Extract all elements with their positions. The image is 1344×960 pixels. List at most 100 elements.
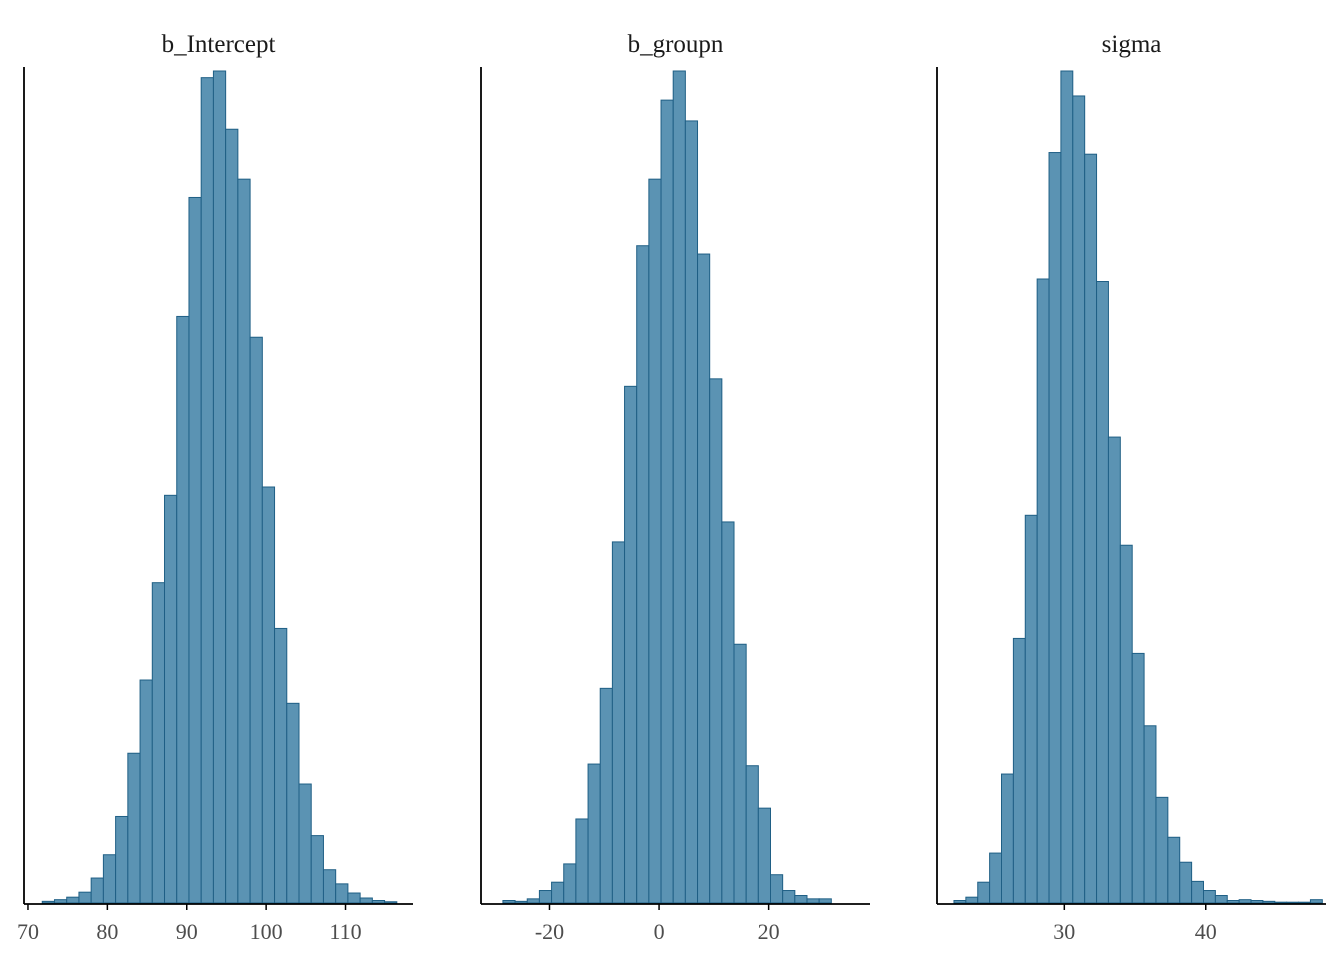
histogram-bar bbox=[286, 702, 300, 904]
histogram-bar bbox=[977, 881, 991, 904]
histogram-bar bbox=[757, 807, 772, 904]
histogram-bar bbox=[648, 178, 662, 904]
histogram-bar bbox=[624, 385, 638, 904]
histogram-bar bbox=[359, 897, 373, 904]
histogram-bar bbox=[636, 245, 650, 904]
histogram-bar bbox=[1119, 544, 1133, 904]
histogram-bar bbox=[1060, 70, 1074, 904]
histogram-bar bbox=[953, 900, 967, 904]
histogram-bar bbox=[139, 679, 153, 904]
histogram-bar bbox=[563, 863, 577, 904]
histogram-bar bbox=[1107, 436, 1121, 904]
histogram-bar bbox=[322, 869, 337, 904]
x-tick-label: -20 bbox=[535, 919, 564, 944]
histogram-bar bbox=[1298, 901, 1311, 904]
histogram-bar bbox=[551, 881, 565, 904]
x-tick-label: 0 bbox=[654, 919, 665, 944]
histogram-bar bbox=[526, 898, 540, 904]
histogram-bar bbox=[274, 627, 288, 904]
histogram-bar bbox=[261, 486, 276, 904]
histogram-bar bbox=[806, 898, 820, 904]
histogram-bar bbox=[599, 687, 613, 904]
panel-title: b_Intercept bbox=[162, 31, 276, 58]
histogram-bar bbox=[249, 336, 263, 904]
histogram-bar bbox=[1179, 861, 1193, 904]
histogram-bar bbox=[660, 99, 674, 904]
histogram-bar bbox=[102, 854, 117, 904]
histogram-bar bbox=[1226, 900, 1240, 904]
histogram-bar bbox=[78, 891, 92, 904]
x-tick-label: 100 bbox=[250, 919, 283, 944]
histogram-bar bbox=[1143, 725, 1157, 904]
histogram-bar bbox=[721, 521, 735, 904]
x-tick-label: 40 bbox=[1195, 919, 1217, 944]
histogram-bar bbox=[1096, 281, 1109, 904]
histogram-bar bbox=[176, 315, 190, 904]
histogram-bar bbox=[200, 77, 214, 904]
histogram-bar bbox=[697, 253, 711, 904]
histogram-bar bbox=[1001, 773, 1014, 904]
histogram-bar bbox=[782, 890, 796, 904]
histogram-bar bbox=[818, 898, 832, 904]
histogram-bar bbox=[310, 835, 324, 904]
panel-title: sigma bbox=[1102, 31, 1162, 58]
histogram-bar bbox=[672, 70, 686, 904]
histogram-bar bbox=[745, 765, 759, 904]
histogram-bar bbox=[347, 892, 361, 904]
panel-title: b_groupn bbox=[628, 31, 724, 58]
histogram-bar bbox=[1309, 899, 1323, 904]
histogram-bar bbox=[1131, 652, 1145, 904]
histogram-bar bbox=[1214, 895, 1228, 904]
histogram-bar bbox=[237, 178, 251, 904]
histogram-bar bbox=[587, 763, 601, 904]
histogram-bar bbox=[1024, 514, 1038, 904]
histogram-bar bbox=[188, 196, 202, 904]
histogram-bar bbox=[1238, 899, 1252, 904]
histogram-bar bbox=[66, 896, 80, 904]
histogram-bar bbox=[225, 128, 239, 904]
panel-3: sigma 30 40 bbox=[936, 31, 1326, 944]
histogram-bar bbox=[1072, 95, 1086, 904]
histogram-bar bbox=[212, 70, 227, 904]
histogram-bar bbox=[684, 120, 699, 904]
histogram-bar bbox=[1036, 278, 1050, 904]
histogram-bar bbox=[575, 818, 589, 904]
histogram-bar bbox=[709, 378, 723, 904]
histogram-bar bbox=[90, 877, 104, 904]
x-tick-label: 110 bbox=[329, 919, 361, 944]
histogram-bar bbox=[384, 901, 398, 904]
x-tick-label: 20 bbox=[758, 919, 780, 944]
histogram-bar bbox=[53, 899, 68, 904]
histogram-bar bbox=[371, 900, 386, 904]
histogram-bar bbox=[115, 815, 129, 904]
histogram-bar bbox=[1286, 901, 1300, 904]
histogram-bar bbox=[794, 895, 808, 904]
x-tick-label: 90 bbox=[176, 919, 198, 944]
histogram-bar bbox=[611, 541, 626, 904]
histogram-bar bbox=[514, 900, 528, 904]
panel-1: b_Intercept 70 80 90 100 110 bbox=[17, 31, 413, 944]
histogram-bar bbox=[733, 643, 747, 904]
histogram-bar bbox=[1012, 637, 1026, 904]
histogram-bar bbox=[335, 883, 349, 904]
histogram-bar bbox=[1250, 900, 1264, 904]
histogram-bar bbox=[298, 783, 312, 904]
panel-2: b_groupn -20 0 20 bbox=[480, 31, 870, 944]
histogram-bar bbox=[1274, 901, 1288, 904]
histogram-bar bbox=[965, 896, 979, 904]
histogram-bar bbox=[1048, 152, 1062, 904]
histogram-bar bbox=[151, 582, 166, 904]
histogram-bar bbox=[127, 752, 141, 904]
histogram-bar bbox=[164, 494, 178, 904]
histogram-bar bbox=[1167, 836, 1181, 904]
x-tick-label: 70 bbox=[17, 919, 39, 944]
histogram-bar bbox=[41, 900, 55, 904]
histogram-bar bbox=[538, 890, 553, 904]
histogram-bar bbox=[1203, 890, 1216, 904]
histogram-bar bbox=[770, 874, 784, 904]
x-tick-label: 30 bbox=[1053, 919, 1075, 944]
histogram-bar bbox=[1262, 900, 1276, 904]
histogram-bar bbox=[1155, 796, 1169, 904]
histogram-bar bbox=[989, 852, 1002, 904]
